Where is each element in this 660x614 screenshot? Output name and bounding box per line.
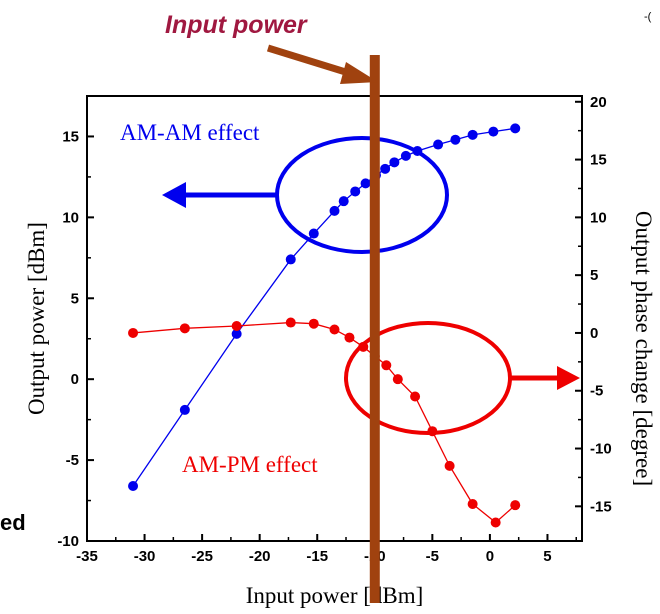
right-y-tick-label: -10 (590, 441, 612, 458)
am-am-effect-point (360, 178, 371, 189)
x-tick-label: -30 (134, 548, 156, 565)
am-am-effect-point (128, 480, 139, 491)
am-am-effect-point (338, 196, 349, 207)
am-am-effect-point (433, 139, 444, 150)
plot-frame (86, 95, 583, 542)
left-y-tick-label: 5 (71, 290, 79, 307)
right-arrow-head (557, 366, 580, 390)
left-y-tick-label: -10 (57, 533, 79, 550)
am-am-effect-line (132, 127, 516, 487)
right-y-axis-title: Output phase change [degree] (631, 211, 656, 486)
am-pm-label: AM-PM effect (182, 452, 318, 477)
am-pm-effect-point (444, 460, 455, 471)
am-pm-effect-point (381, 360, 392, 371)
left-y-tick-label: 15 (62, 128, 79, 145)
x-tick-label: 0 (486, 548, 494, 565)
am-am-effect-point (350, 186, 361, 197)
am-pm-effect-point (329, 324, 340, 335)
input-power-label: Input power (165, 11, 308, 39)
am-am-effect-point (467, 129, 478, 140)
cropped-top-right-text: -( (644, 11, 652, 23)
am-am-effect-point (450, 134, 461, 145)
cropped-left-text: ed (0, 510, 26, 535)
am-pm-effect-point (308, 318, 319, 329)
input-power-marker-arrow (266, 44, 378, 84)
am-pm-effect-point (128, 327, 139, 338)
left-y-tick-label: -5 (66, 452, 79, 469)
am-pm-effect-point (410, 391, 421, 402)
left-y-axis-ticks: -10 -5 0 5 10 15 (57, 128, 94, 550)
input-arrow-head (340, 62, 378, 84)
am-pm-effect-point (467, 499, 478, 510)
am-pm-effect-line (132, 321, 516, 524)
am-am-effect-point (231, 328, 242, 339)
x-tick-label: -15 (306, 548, 328, 565)
am-am-effect-point (400, 150, 411, 161)
am-pm-effect-point (344, 332, 355, 343)
am-am-effect-point (389, 157, 400, 168)
right-y-tick-label: 10 (590, 209, 607, 226)
right-y-tick-label: 0 (590, 325, 598, 342)
am-pm-effect-point (179, 323, 190, 334)
x-tick-label: -25 (191, 548, 213, 565)
am-pm-effect-point (510, 500, 521, 511)
left-arrow-head (162, 182, 186, 208)
right-y-tick-label: 5 (590, 267, 598, 284)
am-pm-effect-point (231, 321, 242, 332)
x-tick-label: -35 (76, 548, 98, 565)
left-axis-arrow (162, 182, 278, 208)
am-pm-effect-point (285, 317, 296, 328)
am-am-effect-point (179, 404, 190, 415)
input-arrow-shaft (266, 44, 354, 78)
right-y-tick-label: -5 (590, 383, 603, 400)
x-tick-label: -20 (249, 548, 271, 565)
left-y-tick-label: 0 (71, 371, 79, 388)
am-am-effect-point (329, 205, 340, 216)
am-am-effect-point (380, 163, 391, 174)
x-tick-label: -5 (426, 548, 439, 565)
x-axis-title: Input power [dBm] (246, 583, 424, 608)
right-y-axis-ticks: -15 -10 -5 0 5 10 15 20 (575, 94, 612, 515)
input-power-marker-bar (369, 55, 380, 603)
am-am-effect-point (510, 123, 521, 134)
left-y-axis-title: Output power [dBm] (24, 222, 49, 415)
left-y-tick-label: 10 (62, 209, 79, 226)
right-y-tick-label: 20 (590, 94, 607, 111)
series-layer (128, 123, 521, 528)
x-tick-label: 5 (543, 548, 551, 565)
am-pm-effect-point (392, 374, 403, 385)
am-pm-effect-point (490, 517, 501, 528)
right-axis-arrow (510, 366, 580, 390)
am-am-label: AM-AM effect (120, 120, 260, 145)
right-y-tick-label: 15 (590, 152, 607, 169)
right-y-tick-label: -15 (590, 498, 612, 515)
am-am-ellipse (275, 136, 449, 254)
am-am-effect-point (308, 228, 319, 239)
x-axis-ticks: -35-30-25-20-15-10-505 (76, 534, 577, 565)
am-am-effect-point (488, 126, 499, 137)
am-am-effect-point (285, 254, 296, 265)
